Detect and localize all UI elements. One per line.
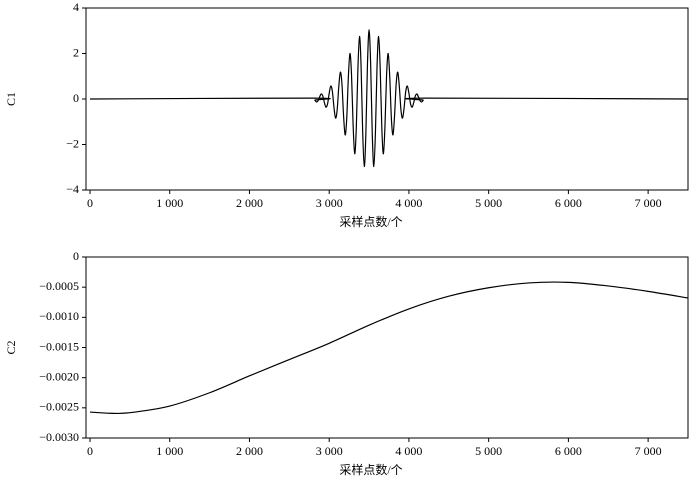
y-tick-label: −0.0010 (39, 309, 79, 323)
y-tick-label: 0 (73, 249, 79, 263)
line (89, 29, 689, 168)
y-tick-label: 2 (73, 45, 79, 59)
plot-frame (85, 256, 689, 439)
y-tick-label: −0.0005 (39, 279, 79, 293)
y-tick-label: −2 (66, 136, 79, 150)
x-tick-label: 7 000 (635, 444, 662, 458)
x-tick-label: 2 000 (236, 196, 263, 210)
x-tick-label: 7 000 (635, 196, 662, 210)
x-tick-label: 0 (87, 444, 93, 458)
x-tick-label: 3 000 (316, 196, 343, 210)
x-tick-label: 3 000 (316, 444, 343, 458)
x-tick-label: 1 000 (156, 444, 183, 458)
y-tick-label: −0.0020 (39, 369, 79, 383)
x-tick-label: 6 000 (555, 196, 582, 210)
x-tick-label: 5 000 (475, 444, 502, 458)
x-tick-label: 4 000 (395, 196, 422, 210)
y-tick-label: −0.0030 (39, 430, 79, 444)
x-tick-label: 1 000 (156, 196, 183, 210)
x-axis-label: 采样点数/个 (339, 462, 402, 477)
x-tick-label: 4 000 (395, 444, 422, 458)
y-tick-label: −4 (66, 182, 79, 196)
x-tick-label: 5 000 (475, 196, 502, 210)
y-tick-label: 4 (73, 0, 79, 14)
x-tick-label: 2 000 (236, 444, 263, 458)
x-axis-label: 采样点数/个 (339, 214, 402, 229)
y-tick-label: −0.0025 (39, 400, 79, 414)
y-axis-label: C2 (4, 340, 18, 354)
y-tick-label: 0 (73, 91, 79, 105)
line (89, 281, 689, 415)
y-tick-label: −0.0015 (39, 339, 79, 353)
x-tick-label: 6 000 (555, 444, 582, 458)
x-tick-label: 0 (87, 196, 93, 210)
y-axis-label: C1 (4, 92, 18, 106)
